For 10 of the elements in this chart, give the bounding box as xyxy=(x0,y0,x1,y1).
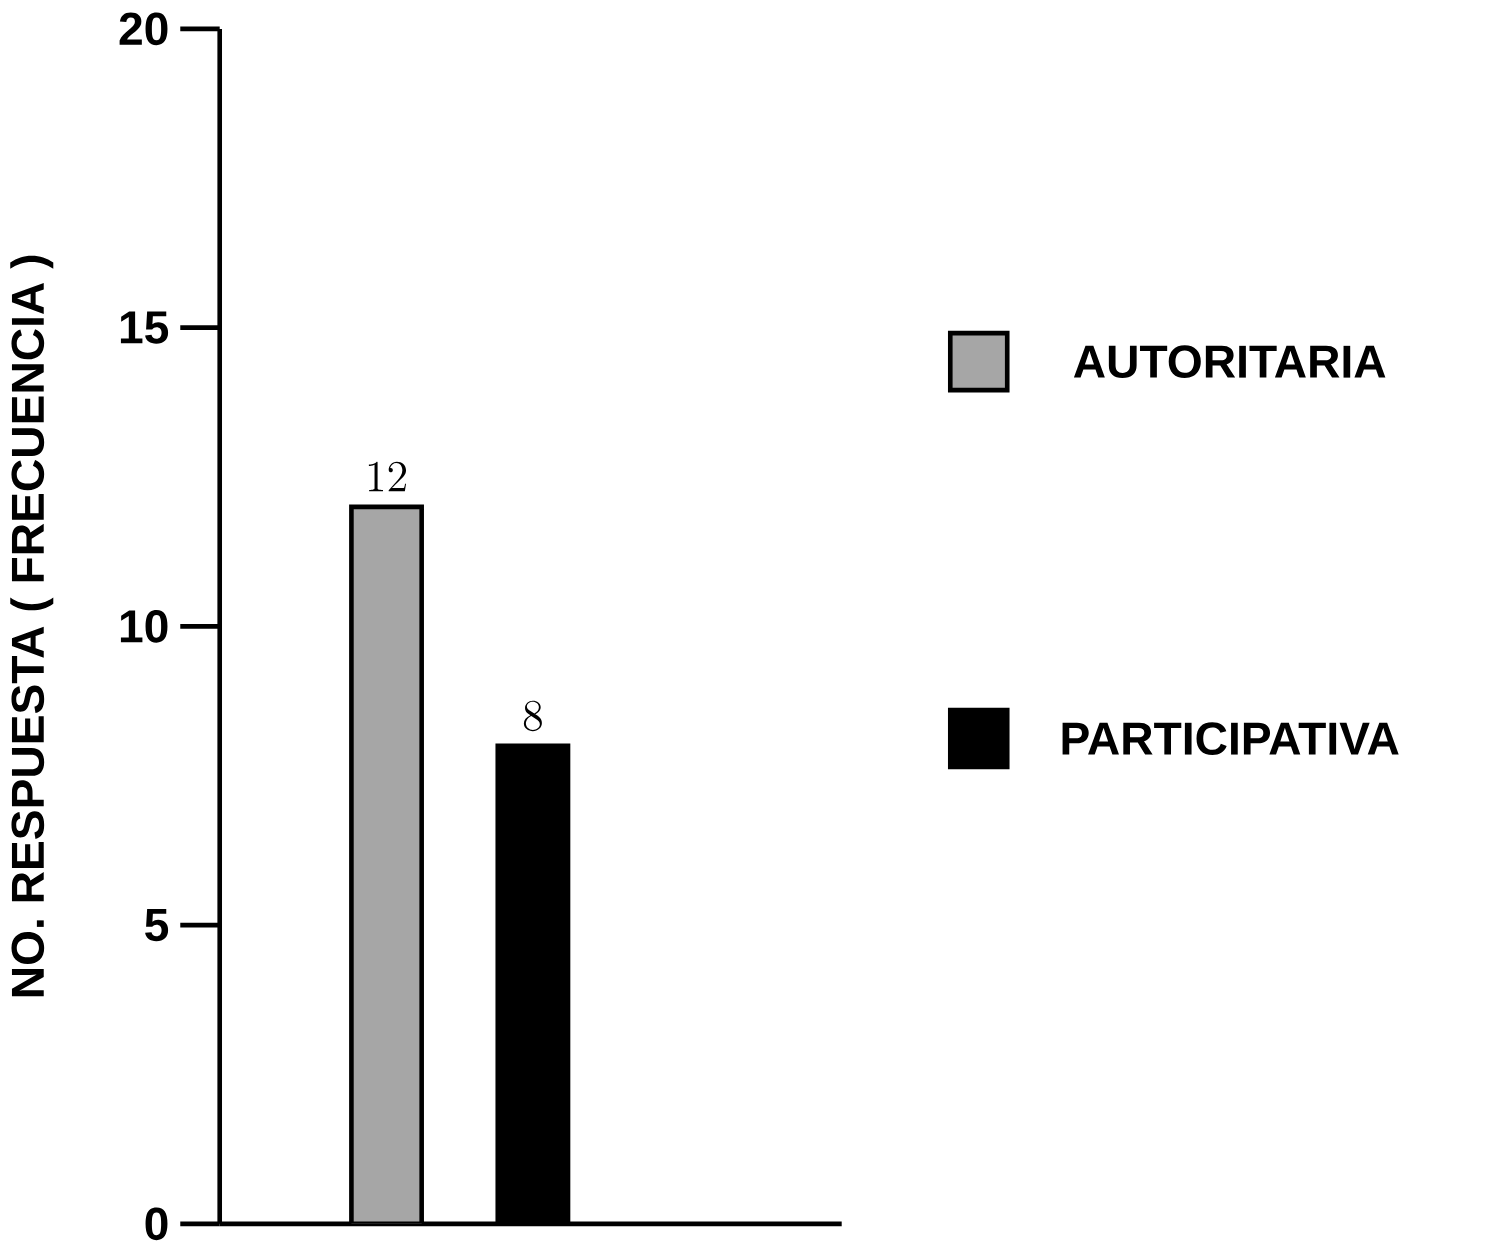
data-label: 8 xyxy=(523,700,542,731)
y-tick-label: 0 xyxy=(145,1207,168,1240)
data-label: 12 xyxy=(368,461,407,491)
legend-label: PARTICIPATIVA xyxy=(1062,722,1399,755)
legend-label: AUTORITARIA xyxy=(1073,345,1386,378)
y-tick-label: 15 xyxy=(120,311,169,344)
y-tick-label: 5 xyxy=(145,908,169,941)
y-tick-label: 20 xyxy=(119,12,168,45)
y-axis-title: NO. RESPUESTA ( FRECUENCIA ) xyxy=(10,255,54,996)
y-tick-label: 10 xyxy=(120,609,168,643)
